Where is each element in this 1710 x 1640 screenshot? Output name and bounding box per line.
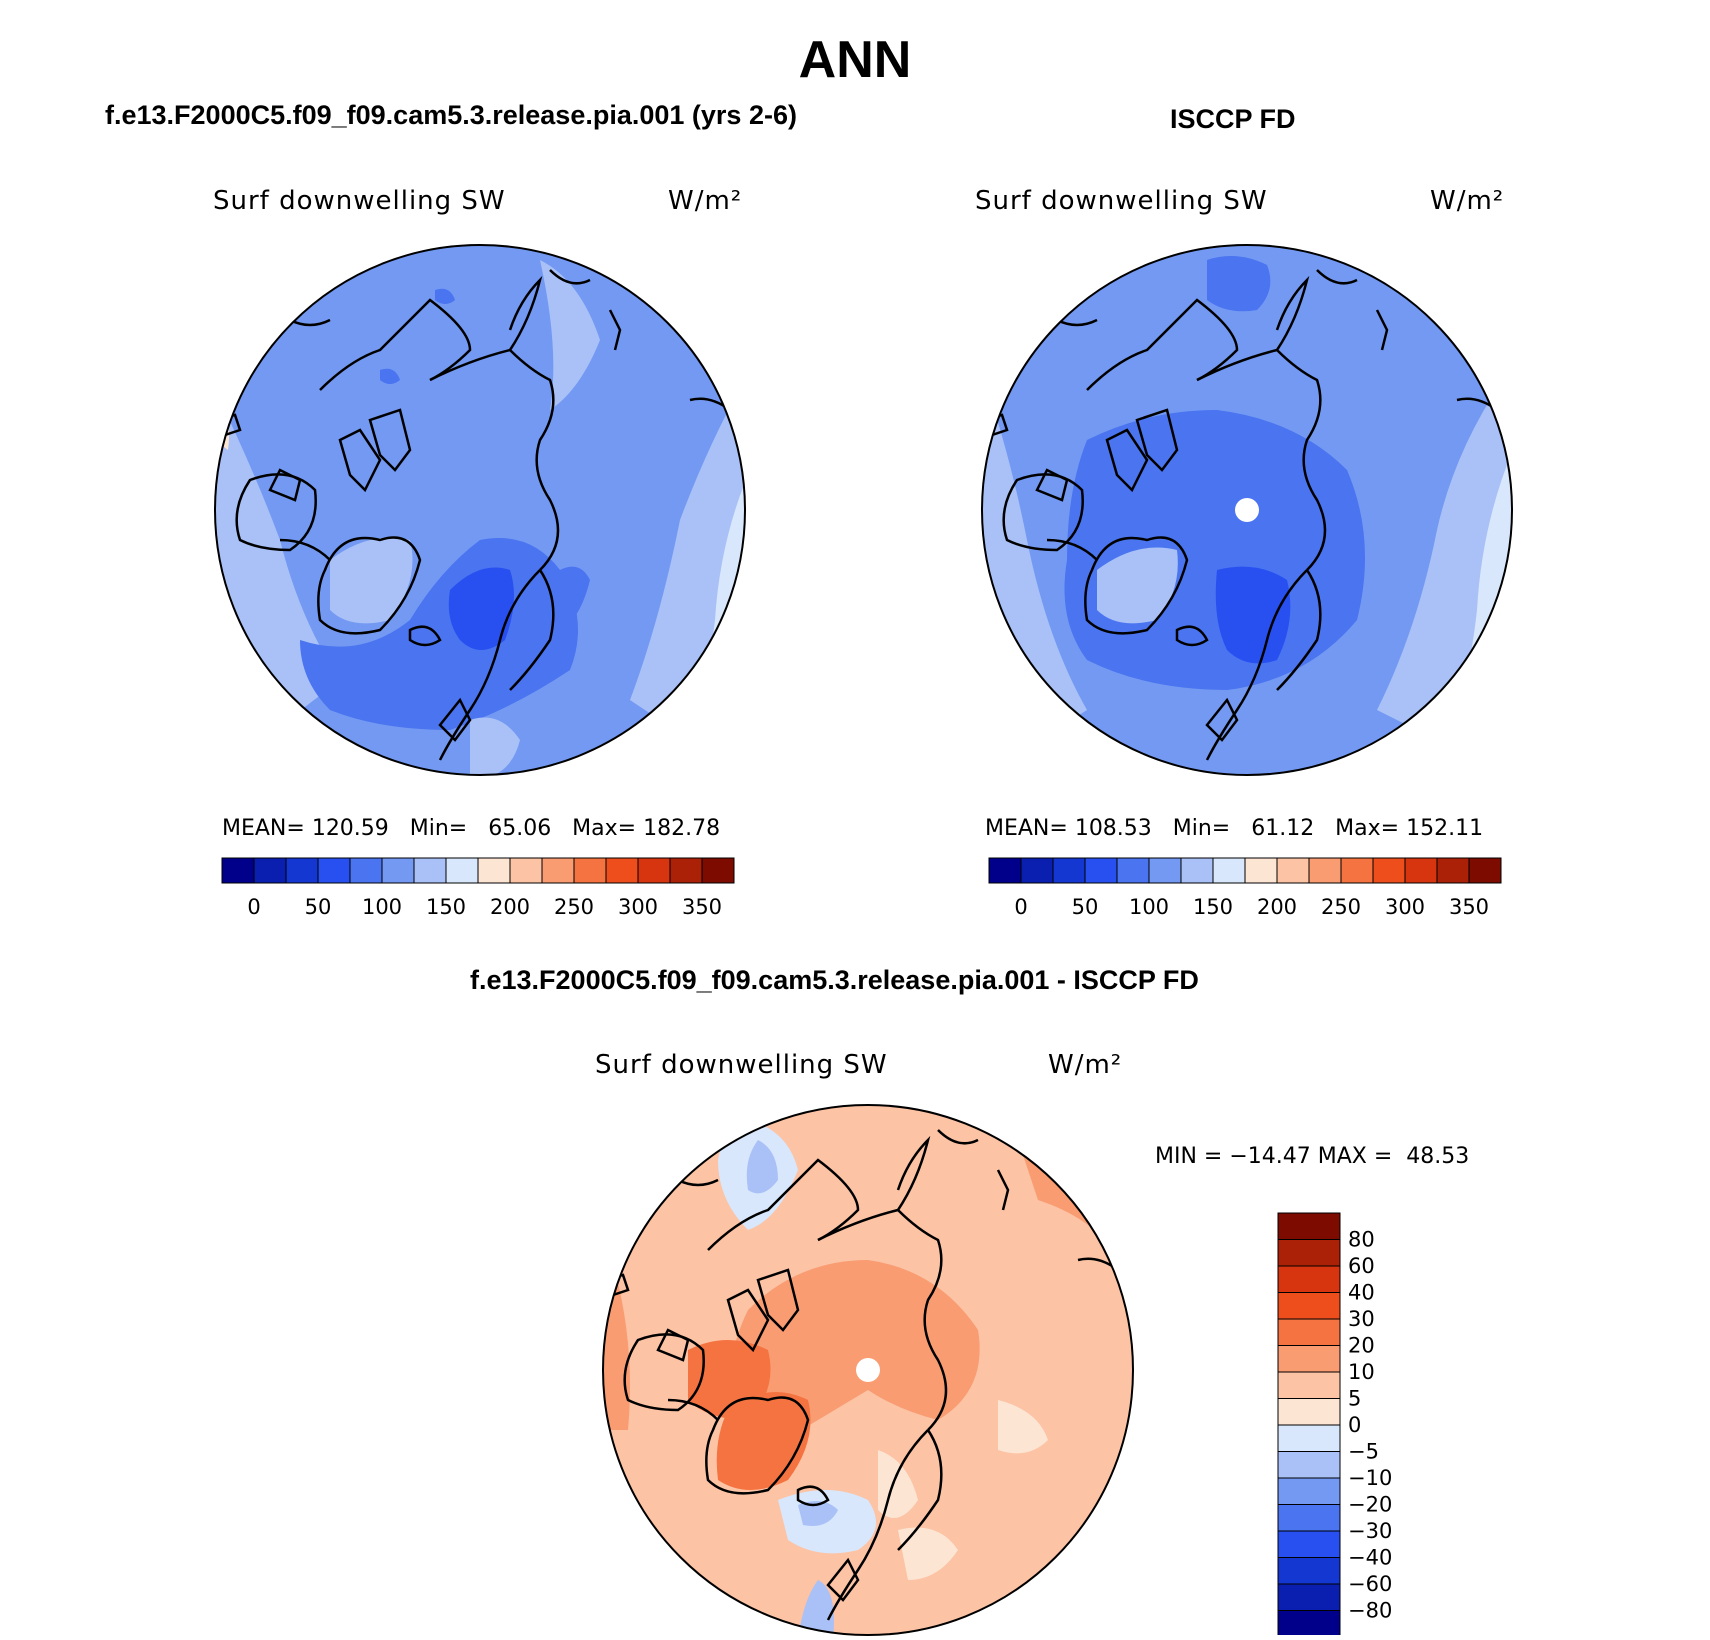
colorbar-model-tick-label: 100 [362, 895, 402, 919]
colorbar-difference-tick-label: 40 [1348, 1281, 1375, 1305]
colorbar-model-tick-label: 300 [618, 895, 658, 919]
colorbar-observations-swatch [1244, 857, 1278, 884]
colorbar-model-tick-label: 200 [490, 895, 530, 919]
colorbar-model: 0 50 100 150 200 250 300 350 [221, 857, 735, 919]
figure-title: ANN [798, 31, 912, 89]
colorbar-model-swatch [541, 857, 575, 884]
panel-1-variable-label: Surf downwelling SW [213, 186, 506, 216]
colorbar-observations-swatch [1052, 857, 1086, 884]
panel-3-stats: MIN = −14.47 MAX = 48.53 [1155, 1144, 1470, 1169]
colorbar-model-tick-label: 0 [247, 895, 260, 919]
colorbar-model-swatch [637, 857, 671, 884]
colorbar-observations-swatch [1372, 857, 1406, 884]
colorbar-observations-tick-label: 350 [1449, 895, 1489, 919]
colorbar-difference-tick-label: 30 [1348, 1307, 1375, 1331]
colorbar-observations-tick-label: 200 [1257, 895, 1297, 919]
colorbar-difference-tick-label: −30 [1348, 1519, 1392, 1543]
colorbar-difference-tick-label: −5 [1348, 1440, 1379, 1464]
colorbar-difference-swatch [1277, 1504, 1341, 1532]
colorbar-model-tick-label: 250 [554, 895, 594, 919]
colorbar-model-swatch [669, 857, 703, 884]
colorbar-model-swatch [253, 857, 287, 884]
colorbar-observations-swatch [1308, 857, 1342, 884]
colorbar-observations-swatch [1148, 857, 1182, 884]
panel-3-case-title: f.e13.F2000C5.f09_f09.cam5.3.release.pia… [470, 965, 1199, 995]
colorbar-difference-swatch [1277, 1239, 1341, 1267]
colorbar-difference-swatch [1277, 1530, 1341, 1558]
colorbar-observations-swatch [1404, 857, 1438, 884]
panel-2-variable-label: Surf downwelling SW [975, 186, 1268, 216]
colorbar-observations-swatch [1084, 857, 1118, 884]
colorbar-difference-swatch [1277, 1212, 1341, 1240]
colorbar-difference-swatch [1277, 1583, 1341, 1611]
colorbar-difference-tick-label: 80 [1348, 1228, 1375, 1252]
panel-1-units-label: W/m² [668, 186, 743, 216]
colorbar-model-tick-label: 150 [426, 895, 466, 919]
colorbar-observations-swatch [1116, 857, 1150, 884]
colorbar-model-swatch [285, 857, 319, 884]
colorbar-model-swatch [381, 857, 415, 884]
map-difference [602, 1104, 1134, 1636]
colorbar-difference-swatch [1277, 1318, 1341, 1346]
colorbar-model-swatch [573, 857, 607, 884]
colorbar-difference-tick-label: −20 [1348, 1493, 1392, 1517]
colorbar-observations-swatch [1020, 857, 1054, 884]
colorbar-observations-tick-label: 50 [1072, 895, 1099, 919]
colorbar-difference-tick-label: −80 [1348, 1599, 1392, 1623]
colorbar-observations-swatch [1212, 857, 1246, 884]
colorbar-observations-tick-label: 0 [1014, 895, 1027, 919]
colorbar-model-swatch [509, 857, 543, 884]
panel-2-stats: MEAN= 108.53 Min= 61.12 Max= 152.11 [985, 816, 1484, 841]
colorbar-difference-swatch [1277, 1345, 1341, 1373]
colorbar-observations-tick-label: 250 [1321, 895, 1361, 919]
colorbar-observations: 0 50 100 150 200 250 300 350 [988, 857, 1502, 919]
colorbar-observations-tick-label: 300 [1385, 895, 1425, 919]
panel-1-case-title: f.e13.F2000C5.f09_f09.cam5.3.release.pia… [105, 100, 797, 130]
colorbar-observations-swatch [988, 857, 1022, 884]
colorbar-observations-tick-label: 150 [1193, 895, 1233, 919]
colorbar-observations-tick-label: 100 [1129, 895, 1169, 919]
colorbar-model-tick-label: 50 [305, 895, 332, 919]
colorbar-difference-tick-label: 60 [1348, 1254, 1375, 1278]
colorbar-observations-swatch [1436, 857, 1470, 884]
colorbar-observations-swatch [1468, 857, 1502, 884]
map-observations [981, 244, 1513, 776]
colorbar-model-swatch [605, 857, 639, 884]
colorbar-difference-swatch [1277, 1451, 1341, 1479]
panel-1-stats: MEAN= 120.59 Min= 65.06 Max= 182.78 [222, 816, 721, 841]
colorbar-difference-tick-label: 10 [1348, 1360, 1375, 1384]
colorbar-difference-swatch [1277, 1265, 1341, 1293]
colorbar-difference-tick-label: −40 [1348, 1546, 1392, 1570]
colorbar-difference-swatch [1277, 1292, 1341, 1320]
colorbar-model-swatch [413, 857, 447, 884]
colorbar-difference-swatch [1277, 1610, 1341, 1635]
colorbar-difference-tick-label: 5 [1348, 1387, 1361, 1411]
colorbar-difference-swatch [1277, 1371, 1341, 1399]
panel-3-variable-label: Surf downwelling SW [595, 1050, 888, 1080]
map-model [214, 244, 746, 776]
colorbar-difference-tick-label: −10 [1348, 1466, 1392, 1490]
colorbar-difference-swatch [1277, 1424, 1341, 1452]
colorbar-observations-swatch [1276, 857, 1310, 884]
colorbar-model-swatch [445, 857, 479, 884]
colorbar-difference-tick-label: 20 [1348, 1334, 1375, 1358]
colorbar-observations-swatch [1180, 857, 1214, 884]
colorbar-difference-tick-label: 0 [1348, 1413, 1361, 1437]
colorbar-model-swatch [349, 857, 383, 884]
colorbar-difference-swatch [1277, 1398, 1341, 1426]
panel-2-case-title: ISCCP FD [1170, 104, 1296, 134]
colorbar-difference-swatch [1277, 1557, 1341, 1585]
colorbar-difference-tick-label: −60 [1348, 1572, 1392, 1596]
colorbar-model-swatch [221, 857, 255, 884]
colorbar-model-swatch [317, 857, 351, 884]
colorbar-observations-swatch [1340, 857, 1374, 884]
panel-3-units-label: W/m² [1048, 1050, 1123, 1080]
colorbar-model-swatch [701, 857, 735, 884]
colorbar-model-swatch [477, 857, 511, 884]
panel-2-units-label: W/m² [1430, 186, 1505, 216]
colorbar-difference-swatch [1277, 1477, 1341, 1505]
colorbar-model-tick-label: 350 [682, 895, 722, 919]
